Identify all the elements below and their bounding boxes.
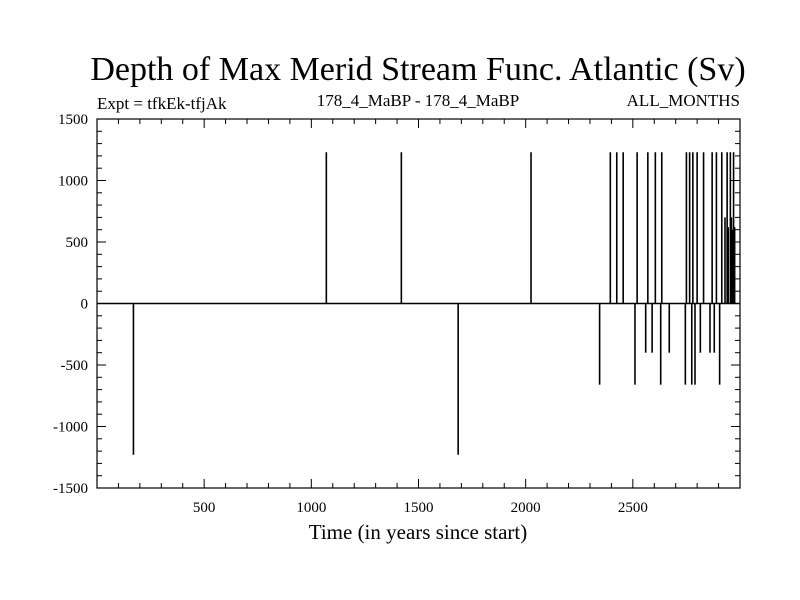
y-tick-label: 1500: [58, 112, 88, 128]
x-tick-label: 1000: [296, 500, 326, 516]
x-tick-label: 1500: [404, 500, 434, 516]
chart-subtitle-left: Expt = tfkEk-tfjAk: [97, 94, 227, 113]
chart-subtitle-right: ALL_MONTHS: [627, 91, 740, 110]
y-tick-label: 0: [81, 297, 89, 313]
x-tick-label: 2500: [618, 500, 648, 516]
plot-area: 1500 1000 500 0 -500 -1000 -1500 500 1000 1500 200…: [53, 112, 741, 516]
x-tick-label: 500: [193, 500, 216, 516]
x-tick-label: 2000: [511, 500, 541, 516]
chart-title: Depth of Max Merid Stream Func. Atlantic…: [90, 51, 745, 88]
chart-subtitle-center: 178_4_MaBP - 178_4_MaBP: [317, 91, 519, 110]
y-tick-label: -1000: [53, 420, 88, 436]
y-tick-label: -1500: [53, 481, 88, 497]
x-axis-label: Time (in years since start): [309, 520, 528, 544]
y-tick-label: -500: [61, 358, 89, 374]
y-tick-label: 500: [66, 235, 89, 251]
y-tick-label: 1000: [58, 174, 88, 190]
